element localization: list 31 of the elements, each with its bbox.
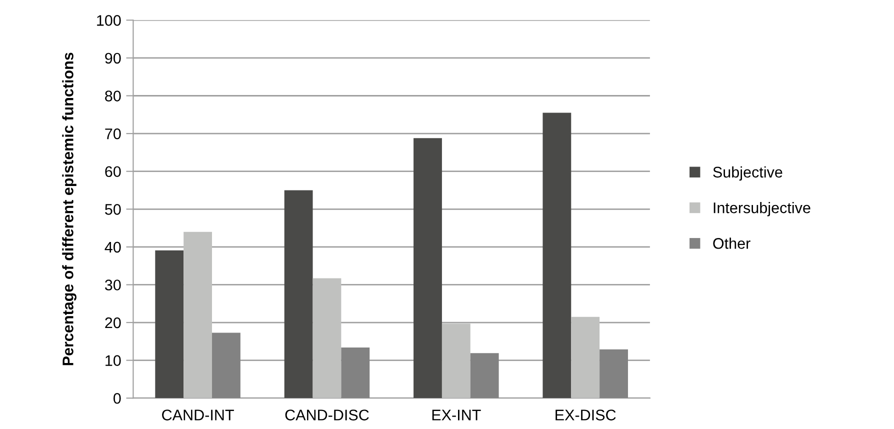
bar: [312, 278, 342, 398]
bar: [600, 349, 628, 398]
bar: [341, 347, 370, 398]
y-tick-label: 50: [105, 204, 121, 215]
x-tick-label: EX-DISC: [556, 410, 616, 420]
x-tick-label: EX-INT: [432, 410, 481, 420]
y-tick-label: 100: [97, 15, 121, 26]
bar: [542, 112, 572, 398]
y-axis-title: Percentage of different epistemic functions: [62, 52, 76, 366]
y-tick-label: 20: [105, 317, 121, 328]
y-tick-label: 60: [105, 166, 121, 178]
bar: [212, 332, 240, 398]
y-tick-label: 0: [114, 392, 121, 404]
bar: [571, 316, 600, 398]
y-tick-label: 70: [105, 128, 121, 140]
y-tick-label: 10: [106, 355, 121, 366]
bar: [442, 324, 470, 398]
legend-label: Other: [713, 238, 750, 249]
bar: [470, 353, 499, 398]
bar: [155, 250, 184, 398]
bar: [284, 190, 313, 398]
y-tick-label: 30: [104, 280, 121, 290]
bar: [414, 138, 442, 398]
legend-label: Subjective: [713, 166, 782, 181]
legend-label: Intersubjective: [714, 202, 810, 216]
x-tick-label: CAND-DISC: [285, 410, 369, 420]
x-tick-label: CAND-INT: [162, 410, 234, 420]
bar: [184, 232, 212, 398]
y-tick-label: 90: [105, 52, 121, 64]
y-tick-label: 40: [104, 242, 121, 253]
y-tick-label: 80: [105, 90, 121, 102]
